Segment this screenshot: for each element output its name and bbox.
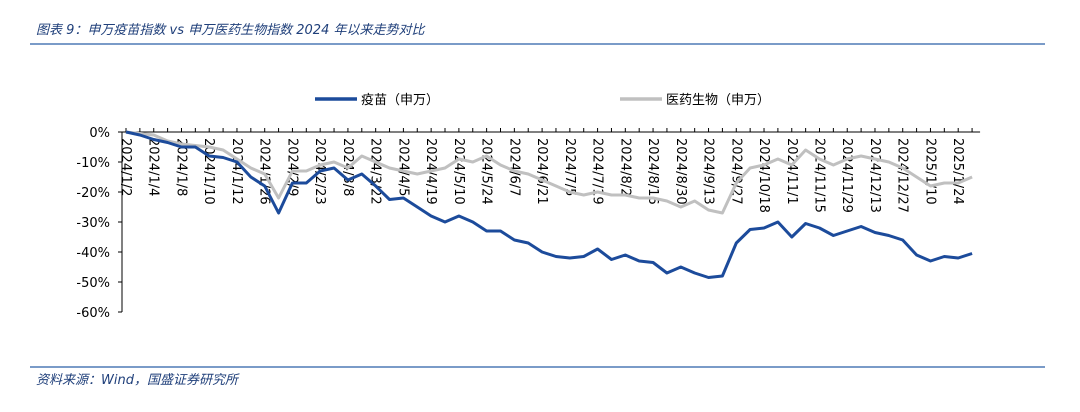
legend-label: 医药生物（申万） — [666, 93, 770, 108]
y-tick-label: 0% — [89, 126, 110, 141]
x-tick-label: 2024/9/13 — [701, 138, 716, 205]
x-tick-label: 2024/10/18 — [756, 138, 771, 213]
x-tick-label: 2024/9/27 — [728, 138, 743, 205]
x-tick-label: 2024/4/5 — [395, 138, 410, 196]
x-tick-label: 2024/11/15 — [812, 138, 827, 213]
y-tick-label: -60% — [76, 306, 110, 321]
x-tick-label: 2024/12/27 — [895, 138, 910, 213]
legend-label: 疫苗（申万） — [361, 92, 439, 108]
x-tick-label: 2025/1/10 — [922, 138, 937, 205]
y-tick-label: -10% — [76, 156, 110, 171]
y-tick-label: -40% — [76, 246, 110, 261]
x-tick-label: 2024/5/10 — [451, 138, 466, 205]
x-tick-label: 2024/1/2 — [118, 138, 133, 196]
x-tick-label: 2024/3/22 — [368, 138, 383, 205]
x-tick-label: 2024/1/26 — [257, 138, 272, 205]
x-tick-label: 2024/8/2 — [617, 138, 632, 196]
y-tick-label: -30% — [76, 216, 110, 231]
chart-title: 图表 9：申万疫苗指数 vs 申万医药生物指数 2024 年以来走势对比 — [36, 23, 425, 38]
x-tick-label: 2024/7/5 — [562, 138, 577, 196]
series-line — [125, 130, 973, 215]
y-tick-label: -50% — [76, 276, 110, 291]
series-line — [125, 130, 973, 279]
x-tick-label: 2024/11/1 — [784, 138, 799, 205]
x-tick-label: 2024/7/19 — [590, 138, 605, 205]
x-tick-label: 2024/1/12 — [229, 138, 244, 205]
x-tick-label: 2024/11/29 — [839, 138, 854, 213]
x-tick-label: 2024/8/30 — [673, 138, 688, 205]
y-tick-label: -20% — [76, 186, 110, 201]
x-tick-label: 2025/1/24 — [950, 138, 965, 205]
x-tick-label: 2024/6/21 — [534, 138, 549, 205]
x-tick-label: 2024/6/7 — [506, 138, 521, 196]
x-tick-label: 2024/1/8 — [173, 138, 188, 196]
source-note: 资料来源：Wind，国盛证券研究所 — [36, 372, 240, 388]
x-tick-label: 2024/5/24 — [479, 138, 494, 205]
x-tick-label: 2024/8/16 — [645, 138, 660, 205]
x-tick-label: 2024/1/4 — [146, 138, 161, 196]
x-tick-label: 2024/2/9 — [284, 138, 299, 196]
x-tick-label: 2024/12/13 — [867, 138, 882, 213]
